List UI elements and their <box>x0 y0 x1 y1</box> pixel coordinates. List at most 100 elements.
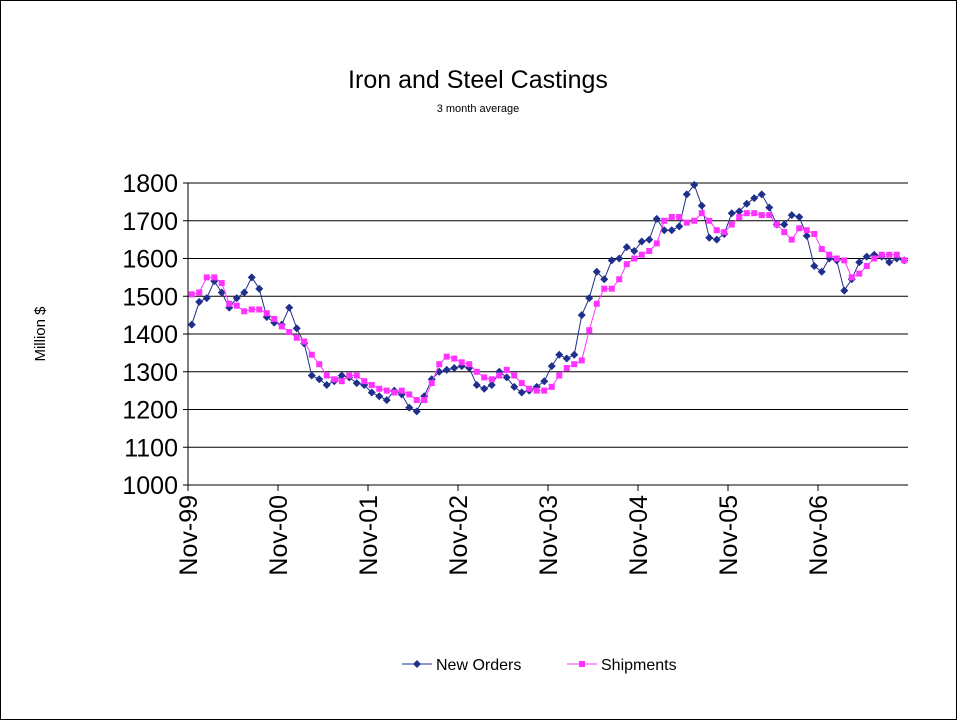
marker <box>472 380 481 389</box>
marker <box>841 257 848 264</box>
x-tick-label: Nov-00 <box>265 495 293 576</box>
chart-subtitle: 3 month average <box>437 103 520 115</box>
marker <box>368 381 375 388</box>
y-tick-label: 1800 <box>122 170 178 198</box>
marker <box>863 263 870 270</box>
marker <box>562 354 571 363</box>
marker <box>871 255 878 262</box>
marker <box>712 235 721 244</box>
legend-marker <box>579 661 585 667</box>
marker <box>713 227 720 234</box>
marker <box>706 217 713 224</box>
marker <box>803 227 810 234</box>
marker <box>727 209 736 218</box>
y-tick-label: 1700 <box>122 208 178 236</box>
marker <box>285 303 294 312</box>
marker <box>682 190 691 199</box>
marker <box>511 372 518 379</box>
marker <box>337 371 346 380</box>
marker <box>736 213 743 220</box>
marker <box>443 353 450 360</box>
y-tick-label: 1500 <box>122 283 178 311</box>
marker <box>765 203 774 212</box>
y-axis-label: Million $ <box>32 306 49 362</box>
marker <box>233 302 240 309</box>
marker <box>352 379 361 388</box>
marker <box>413 397 420 404</box>
marker <box>196 289 203 296</box>
marker <box>405 403 414 412</box>
marker <box>487 380 496 389</box>
marker <box>428 380 435 387</box>
marker <box>601 285 608 292</box>
marker <box>195 297 204 306</box>
marker <box>585 294 594 303</box>
marker <box>676 213 683 220</box>
marker <box>788 236 795 243</box>
marker <box>638 251 645 258</box>
x-tick-label: Nov-99 <box>175 495 203 576</box>
marker <box>675 222 684 231</box>
marker <box>217 288 226 297</box>
marker <box>630 246 639 255</box>
marker <box>735 207 744 216</box>
marker <box>286 329 293 336</box>
marker <box>698 210 705 217</box>
marker <box>376 385 383 392</box>
marker <box>293 334 300 341</box>
legend-label: Shipments <box>601 657 677 674</box>
marker <box>338 378 345 385</box>
marker <box>406 391 413 398</box>
marker <box>691 217 698 224</box>
marker <box>241 308 248 315</box>
marker <box>322 380 331 389</box>
marker <box>690 180 699 189</box>
marker <box>577 311 586 320</box>
marker <box>817 267 826 276</box>
marker <box>878 251 885 258</box>
marker <box>885 258 894 267</box>
marker <box>346 372 353 379</box>
marker <box>886 251 893 258</box>
marker <box>661 217 668 224</box>
marker <box>901 257 908 264</box>
marker <box>255 284 264 293</box>
marker <box>855 258 864 267</box>
marker <box>556 372 563 379</box>
marker <box>533 387 540 394</box>
marker <box>637 237 646 246</box>
marker <box>526 385 533 392</box>
marker <box>331 376 338 383</box>
marker <box>826 251 833 258</box>
marker <box>292 324 301 333</box>
marker <box>375 392 384 401</box>
marker <box>308 351 315 358</box>
marker <box>893 251 900 258</box>
marker <box>645 235 654 244</box>
marker <box>240 288 249 297</box>
marker <box>502 373 511 382</box>
marker <box>667 226 676 235</box>
marker <box>187 320 196 329</box>
marker <box>646 247 653 254</box>
marker <box>503 366 510 373</box>
marker <box>781 229 788 236</box>
x-tick-label: Nov-05 <box>715 495 743 576</box>
marker <box>592 267 601 276</box>
marker <box>232 294 241 303</box>
marker <box>218 280 225 287</box>
x-tick-label: Nov-06 <box>805 495 833 576</box>
marker <box>263 310 270 317</box>
marker <box>555 350 564 359</box>
marker <box>391 389 398 396</box>
chart-title: Iron and Steel Castings <box>348 66 608 94</box>
y-tick-label: 1300 <box>122 359 178 387</box>
marker <box>466 361 473 368</box>
marker <box>323 372 330 379</box>
marker <box>203 274 210 281</box>
marker <box>607 256 616 265</box>
marker <box>652 214 661 223</box>
marker <box>398 387 405 394</box>
marker <box>382 396 391 405</box>
marker <box>600 275 609 284</box>
